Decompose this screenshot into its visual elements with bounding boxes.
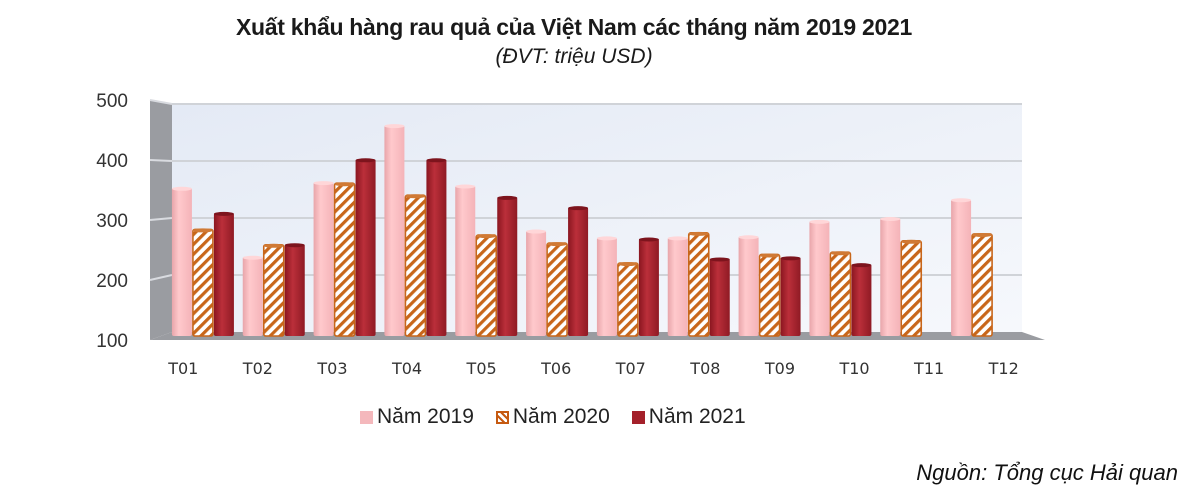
bar-T03-Năm 2020: [333, 182, 356, 337]
legend-swatch-2020: [495, 410, 509, 424]
bar-T01-Năm 2021: [213, 211, 234, 336]
bar-T11-Năm 2019: [880, 217, 901, 336]
bar-T06-Năm 2021: [568, 206, 589, 336]
legend-label: Năm 2019: [377, 405, 474, 428]
bar-T08-Năm 2021: [709, 257, 730, 336]
bar-T04-Năm 2019: [384, 124, 405, 336]
x-tick-label: T07: [615, 359, 646, 378]
x-tick-label: T11: [913, 359, 944, 378]
legend-label: Năm 2020: [512, 405, 610, 428]
bar-T01-Năm 2019: [171, 186, 192, 336]
bar-chart: 100 200 300 400 500 T01 T02 T03 T04 T05 T06 T07 T08 T…: [96, 91, 1045, 378]
bar-T09-Năm 2021: [780, 256, 801, 336]
bar-T09-Năm 2019: [738, 235, 759, 336]
bar-T01-Năm 2020: [192, 228, 214, 337]
legend-item-2019[interactable]: Năm 2019: [360, 405, 474, 429]
x-tick-label: T03: [316, 359, 347, 378]
x-tick-label: T10: [838, 359, 869, 378]
legend-item-2021[interactable]: Năm 2021: [631, 405, 746, 429]
bar-T05-Năm 2020: [475, 234, 498, 337]
x-tick-label: T02: [242, 359, 273, 378]
x-tick-label: T05: [466, 359, 497, 378]
bar-T02-Năm 2019: [242, 255, 263, 336]
bar-T10-Năm 2021: [851, 263, 872, 336]
source-note: Nguồn: Tổng cục Hải quan: [916, 460, 1178, 485]
chart-title: Xuất khẩu hàng rau quả của Việt Nam các …: [236, 14, 912, 40]
bar-T05-Năm 2019: [455, 184, 476, 336]
gridline-side: [149, 159, 173, 162]
gridline-side: [149, 99, 173, 105]
bar-T07-Năm 2019: [596, 236, 617, 336]
bar-T03-Năm 2021: [355, 158, 376, 336]
x-tick-label: T06: [540, 359, 571, 378]
legend-swatch-2021: [631, 410, 645, 424]
y-tick-label: 500: [96, 91, 128, 112]
bar-T02-Năm 2021: [284, 243, 305, 336]
bar-T05-Năm 2021: [497, 195, 518, 336]
gridline-side: [149, 217, 173, 221]
bar-T11-Năm 2020: [900, 239, 923, 337]
y-tick-label: 100: [96, 331, 128, 352]
y-tick-label: 300: [96, 211, 128, 232]
bar-T06-Năm 2019: [526, 229, 547, 336]
x-tick-label: T08: [689, 359, 720, 378]
bar-T12-Năm 2020: [971, 232, 993, 337]
x-tick-label: T04: [391, 359, 422, 378]
x-tick-label: T01: [167, 359, 198, 378]
chart-subtitle: (ĐVT: triệu USD): [495, 45, 653, 68]
legend: Năm 2019 Năm 2020 Năm 2021: [360, 405, 746, 429]
bar-T12-Năm 2019: [951, 198, 972, 336]
bar-T08-Năm 2020: [687, 231, 710, 337]
legend-label: Năm 2021: [648, 405, 746, 428]
x-tick-label: T12: [988, 359, 1019, 378]
y-tick-label: 400: [96, 151, 128, 172]
bar-T10-Năm 2020: [829, 251, 852, 337]
gridline-side: [149, 274, 173, 281]
bar-T03-Năm 2019: [313, 181, 334, 336]
bar-T09-Năm 2020: [758, 253, 781, 337]
plot-area: 100 200 300 400 500 T01 T02 T03 T04 T05 T06 T07 T08 T…: [96, 91, 1045, 378]
bar-T02-Năm 2020: [262, 243, 285, 337]
bar-T10-Năm 2019: [809, 219, 830, 336]
legend-swatch-2019: [360, 410, 373, 424]
bar-T07-Năm 2021: [638, 237, 659, 336]
legend-item-2020[interactable]: Năm 2020: [495, 405, 610, 429]
bar-T06-Năm 2020: [546, 242, 568, 337]
bar-T08-Năm 2019: [667, 236, 688, 336]
bar-T04-Năm 2021: [426, 158, 447, 336]
y-tick-label: 200: [96, 271, 128, 292]
bar-T04-Năm 2020: [404, 194, 427, 337]
bar-T07-Năm 2020: [617, 262, 639, 337]
x-tick-label: T09: [764, 359, 795, 378]
